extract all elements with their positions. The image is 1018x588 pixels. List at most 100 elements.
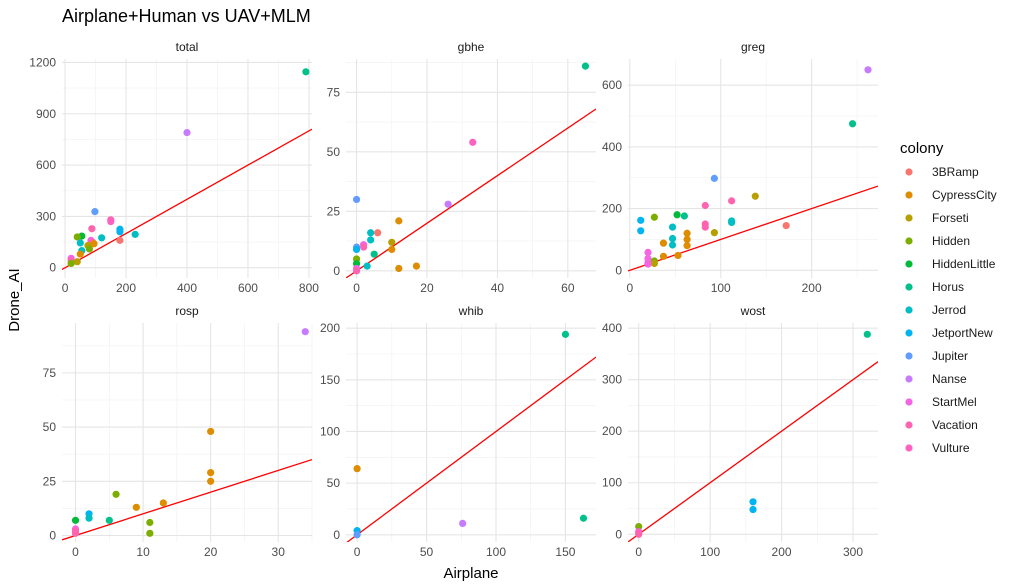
data-point-Jerrod (367, 229, 375, 237)
legend-key (905, 444, 913, 452)
data-point-Hidden (146, 518, 154, 527)
legend-item: Horus (905, 280, 964, 294)
legend-key (905, 421, 913, 429)
legend-item: Vulture (905, 441, 970, 455)
panel-points (635, 330, 871, 538)
data-point-Vulture (107, 217, 115, 226)
data-point-Hidden (650, 213, 658, 221)
legend-key (905, 283, 913, 291)
legend-title: colony (900, 140, 944, 157)
data-point-Jerrod (668, 234, 677, 243)
y-tick-label: 0 (333, 528, 340, 542)
y-tick-label: 200 (320, 321, 340, 335)
y-axis-title: Drone_AI (6, 268, 23, 331)
x-tick-label: 300 (843, 545, 863, 559)
y-tick-label: 200 (602, 424, 622, 438)
legend-item: HiddenLittle (905, 257, 996, 271)
panel-strip-label: rosp (175, 304, 199, 318)
data-point-Forseti (710, 229, 718, 237)
data-point-Jupiter (352, 195, 361, 204)
data-point-CypressCity (412, 262, 421, 270)
legend-item: StartMel (905, 395, 977, 409)
y-tick-label: 400 (602, 140, 622, 154)
legend-item: Forseti (905, 211, 969, 225)
data-point-Horus (105, 516, 113, 524)
data-point-CypressCity (90, 240, 98, 248)
data-point-Vulture (469, 138, 477, 146)
panel-greg: greg 0 100 200 0 200 400 600 (602, 40, 878, 295)
y-tick-label: 25 (327, 204, 341, 218)
legend-key (905, 352, 913, 360)
y-tick-label: 75 (327, 85, 341, 99)
panel-grid (628, 323, 878, 542)
legend-label: JetportNew (932, 326, 993, 340)
x-tick-label: 50 (420, 545, 434, 559)
data-point-Jerrod (367, 236, 375, 244)
data-point-HiddenLittle (673, 211, 681, 219)
y-tick-label: 300 (36, 209, 56, 223)
data-point-JetportNew (352, 245, 361, 254)
panel-strip-label: wost (740, 304, 766, 318)
data-point-Jerrod (363, 262, 371, 270)
panel-points (637, 66, 872, 268)
data-point-JetportNew (637, 227, 645, 235)
legend-item: Jupiter (905, 349, 968, 363)
reference-line (346, 356, 596, 542)
data-point-3BRamp (374, 229, 382, 237)
data-point-Hidden (635, 522, 643, 531)
x-tick-label: 150 (555, 545, 575, 559)
data-point-Vacation (352, 267, 361, 275)
data-point-CypressCity (683, 242, 691, 250)
x-tick-label: 60 (561, 281, 575, 295)
data-point-Horus (848, 120, 857, 128)
data-point-Jerrod (98, 234, 106, 242)
legend-label: Nanse (932, 372, 967, 386)
data-point-Vacation (728, 197, 736, 205)
data-point-CypressCity (659, 252, 668, 261)
data-point-Nanse (183, 128, 191, 137)
y-tick-label: 150 (320, 373, 340, 387)
y-tick-label: 0 (615, 263, 622, 277)
x-tick-label: 0 (72, 545, 79, 559)
chart-title: Airplane+Human vs UAV+MLM (62, 6, 311, 26)
data-point-JetportNew (749, 505, 757, 514)
x-tick-label: 100 (711, 281, 731, 295)
data-point-Jerrod (728, 218, 736, 227)
x-tick-label: 100 (700, 545, 720, 559)
x-tick-label: 100 (486, 545, 506, 559)
y-tick-label: 50 (43, 420, 57, 434)
x-tick-label: 0 (62, 281, 69, 295)
legend: colony 3BRamp CypressCity Forseti Hidden Hid… (900, 140, 997, 455)
y-tick-label: 900 (36, 107, 56, 121)
panel-points (352, 62, 590, 275)
data-point-Jupiter (710, 174, 718, 182)
y-tick-label: 200 (602, 202, 622, 216)
legend-key (905, 398, 913, 406)
y-tick-label: 100 (320, 424, 340, 438)
panel-whib: whib 0 50 100 150 0 50 100 150 200 (320, 304, 596, 559)
legend-label: Jerrod (932, 303, 966, 317)
x-tick-label: 0 (354, 545, 361, 559)
legend-key (905, 237, 913, 245)
legend-key (905, 260, 913, 268)
data-point-Forseti (388, 238, 396, 246)
data-point-Vacation (360, 243, 368, 251)
legend-label: Vacation (932, 418, 978, 432)
legend-label: 3BRamp (932, 165, 979, 179)
reference-line (346, 108, 596, 278)
data-point-CypressCity (395, 217, 403, 225)
data-point-CypressCity (132, 503, 140, 511)
legend-item: Hidden (905, 234, 970, 248)
panel-total: total 0 200 400 600 800 0 300 600 900 1200 (29, 40, 319, 295)
data-point-Jerrod (668, 223, 677, 231)
x-tick-label: 10 (136, 545, 150, 559)
y-tick-label: 75 (43, 366, 57, 380)
data-point-CypressCity (207, 427, 215, 436)
data-point-Horus (581, 62, 590, 70)
data-point-Jerrod (668, 241, 677, 249)
data-point-Forseti (73, 258, 81, 266)
data-point-CypressCity (395, 264, 403, 273)
x-tick-label: 600 (238, 281, 258, 295)
panel-grid (346, 59, 596, 278)
